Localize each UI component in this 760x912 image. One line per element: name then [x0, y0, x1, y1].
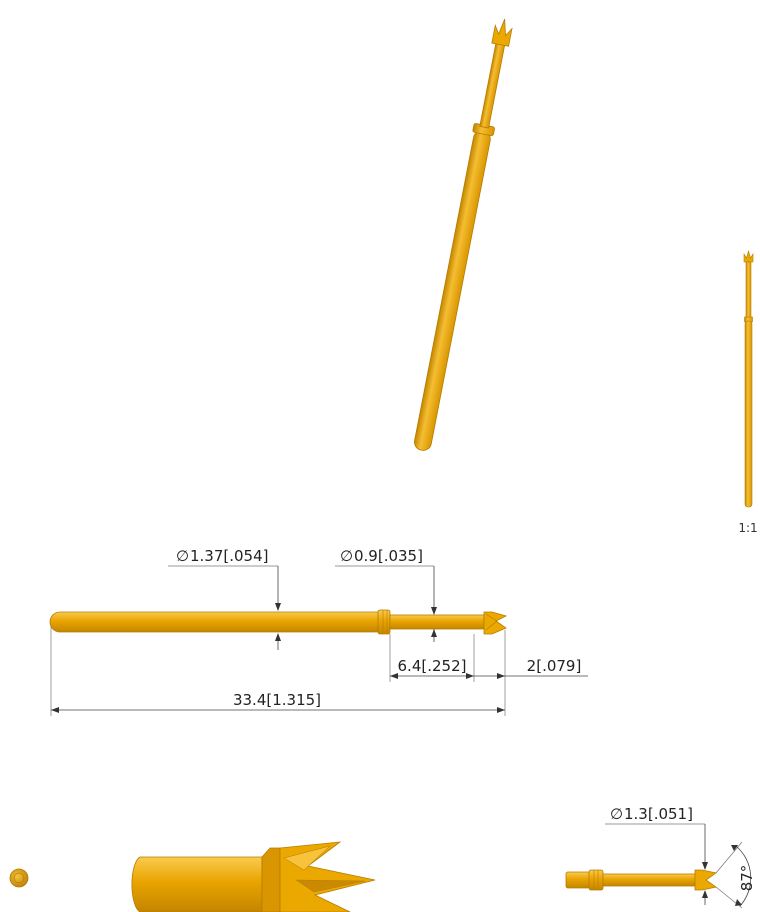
tip-barrel: [565, 871, 591, 889]
dim-symbol-shaft: ∅: [176, 547, 189, 565]
dim-tip-angle: 87°: [738, 865, 756, 892]
tip-collar: [588, 869, 604, 891]
dim-tip-diameter: 1.3[.051]: [624, 805, 693, 823]
isometric-view: [414, 18, 513, 451]
tip-plunger: [602, 873, 696, 887]
dim-tip-length: 2[.079]: [527, 657, 582, 675]
scale-view: 1:1: [738, 249, 758, 535]
end-view: [9, 868, 29, 888]
dim-shaft-diameter: 1.37[.054]: [190, 547, 269, 565]
tip-detail-view: ∅ 1.3[.051] 87°: [565, 805, 756, 909]
dim-plunger-length: 6.4[.252]: [398, 657, 467, 675]
detail-view: [131, 841, 376, 912]
detail-shoulder: [261, 847, 281, 912]
iso-barrel: [414, 130, 491, 451]
dim-symbol-plunger: ∅: [340, 547, 353, 565]
scale-plunger: [745, 261, 752, 319]
dim-symbol-tip: ∅: [610, 805, 623, 823]
side-barrel: [49, 611, 381, 633]
scale-crown: [743, 249, 754, 263]
iso-crown: [491, 18, 513, 47]
tip-crown: [694, 869, 717, 891]
detail-shaft: [131, 856, 263, 912]
end-circle: [9, 868, 29, 888]
scale-barrel: [744, 320, 753, 508]
dim-plunger-diameter: 0.9[.035]: [354, 547, 423, 565]
dim-overall-length: 33.4[1.315]: [233, 691, 321, 709]
side-view: ∅ 1.37[.054] ∅ 0.9[.035] 6.4[.252] 2[.07…: [49, 547, 588, 716]
detail-crown: [279, 841, 376, 912]
iso-plunger: [479, 41, 506, 129]
side-plunger: [389, 614, 485, 630]
side-collar: [377, 609, 391, 635]
scale-label: 1:1: [738, 521, 757, 535]
